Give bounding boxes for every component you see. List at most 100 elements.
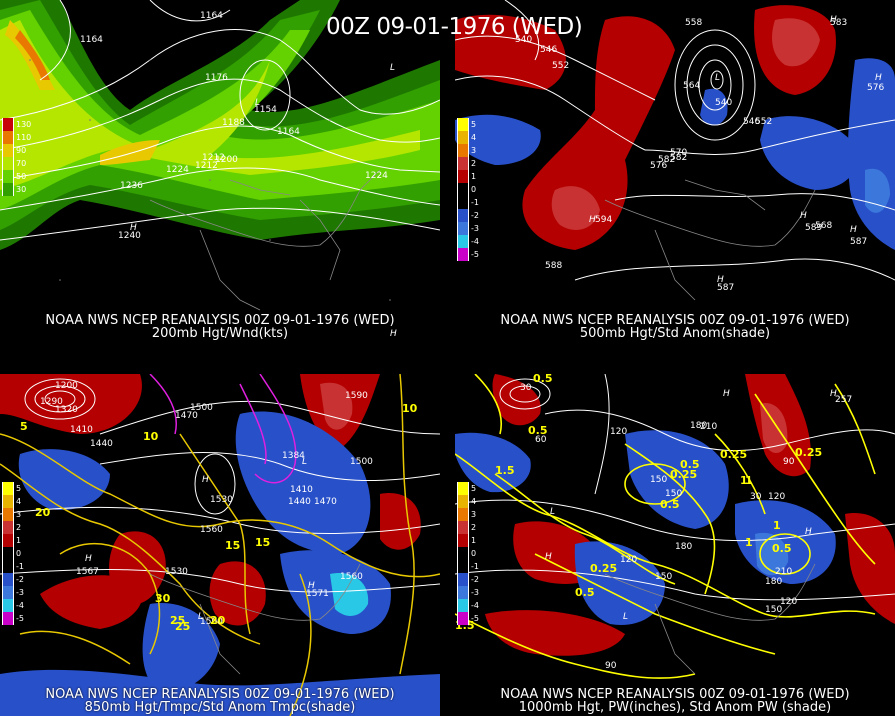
low-marker: L bbox=[302, 457, 307, 467]
legend-std-anom: 5 4 3 2 1 0 -1 -2 -3 -4 -5 bbox=[457, 118, 479, 261]
contour-label: 1176 bbox=[205, 73, 228, 83]
contour-label: 150 bbox=[665, 489, 682, 499]
pw-labels: 0.51.50.510.250.50.25 10.50.250.51 0.50.25… bbox=[455, 374, 822, 632]
legend-std-anom: 5 4 3 2 1 0 -1 -2 -3 -4 -5 bbox=[457, 482, 479, 625]
legend-swatch bbox=[2, 573, 14, 586]
contour-label: 576 bbox=[867, 83, 884, 93]
legend-label: -3 bbox=[471, 588, 479, 597]
contour-label: 588 bbox=[545, 261, 562, 271]
legend-swatch bbox=[2, 482, 14, 495]
legend-swatch bbox=[2, 170, 14, 183]
legend-swatch bbox=[2, 599, 14, 612]
contour-label: 180 bbox=[675, 542, 692, 552]
panel-caption-field: 200mb Hgt/Wnd(kts) bbox=[151, 326, 289, 341]
legend-swatch bbox=[457, 144, 469, 157]
legend-swatch bbox=[2, 118, 14, 131]
legend-label: 2 bbox=[471, 523, 477, 532]
contour-label: 1 bbox=[745, 536, 753, 549]
legend-swatch bbox=[457, 586, 469, 599]
panel-500mb: 540 546 552 558 564 570 576 582 588 594 540 546 552 5… bbox=[455, 0, 895, 342]
contour-label: 1410 bbox=[70, 425, 93, 435]
legend-swatch bbox=[457, 222, 469, 235]
legend-swatch bbox=[457, 560, 469, 573]
legend-swatch bbox=[457, 573, 469, 586]
panel-200mb: 1164 1164 1176 1188 1200 1212 1224 1236 1164 1224… bbox=[0, 0, 440, 342]
legend-label: -1 bbox=[16, 562, 24, 571]
contour-label: 0.25 bbox=[590, 562, 617, 575]
contour-label: 1236 bbox=[120, 181, 143, 191]
contour-label: 15 bbox=[225, 539, 240, 552]
main-title: 00Z 09-01-1976 (WED) bbox=[326, 14, 583, 40]
contour-label: 570 bbox=[670, 148, 687, 158]
contour-label: 1500 bbox=[190, 403, 213, 413]
legend-swatch bbox=[457, 235, 469, 248]
legend-wind: 130 110 90 70 50 30 bbox=[2, 118, 31, 196]
contour-label: 120 bbox=[780, 597, 797, 607]
low-marker: L bbox=[390, 63, 395, 73]
contour-label: 1200 bbox=[55, 381, 78, 391]
legend-label: -3 bbox=[471, 224, 479, 233]
legend-swatch bbox=[457, 534, 469, 547]
contour-label: 90 bbox=[605, 661, 617, 671]
contour-label: 1440 bbox=[288, 497, 311, 507]
legend-swatch bbox=[457, 508, 469, 521]
contour-label: 0.25 bbox=[720, 448, 747, 461]
legend-swatch bbox=[457, 495, 469, 508]
contour-label: 587 bbox=[717, 283, 734, 293]
contour-label: 1224 bbox=[166, 165, 189, 175]
contour-label: 120 bbox=[768, 492, 785, 502]
high-marker: H bbox=[717, 275, 724, 285]
legend-swatch bbox=[457, 183, 469, 196]
legend-swatch bbox=[457, 521, 469, 534]
contour-label: 1384 bbox=[282, 451, 305, 461]
contour-label: 20 bbox=[210, 614, 226, 627]
legend-label: -2 bbox=[471, 575, 479, 584]
contour-label: 1410 bbox=[290, 485, 313, 495]
contour-label: 5 bbox=[20, 420, 28, 433]
legend-label: -4 bbox=[16, 601, 24, 610]
legend-label: 0 bbox=[471, 185, 477, 194]
contour-label: 1500 bbox=[200, 617, 223, 627]
contour-label: 0.25 bbox=[795, 446, 822, 459]
high-marker: H bbox=[308, 581, 315, 591]
legend-label: 2 bbox=[16, 523, 22, 532]
legend-label: 5 bbox=[471, 120, 477, 129]
legend-label: 130 bbox=[16, 120, 32, 129]
legend-swatch bbox=[2, 157, 14, 170]
legend-label: 5 bbox=[16, 484, 22, 493]
legend-label: -5 bbox=[16, 614, 24, 623]
legend-label: -5 bbox=[471, 614, 479, 623]
legend-swatch bbox=[457, 547, 469, 560]
panel-caption-source: NOAA NWS NCEP REANALYSIS 00Z 09-01-1976 … bbox=[45, 313, 395, 328]
map-850mb: 1200129013201410144014701500153015601590… bbox=[0, 374, 440, 716]
contour-label: 1440 bbox=[90, 439, 113, 449]
contour-label: 20 bbox=[35, 506, 51, 519]
legend-label: 4 bbox=[16, 497, 22, 506]
low-marker: L bbox=[623, 612, 628, 622]
legend-swatch bbox=[2, 495, 14, 508]
contour-label: 90 bbox=[783, 457, 795, 467]
legend-label: 3 bbox=[471, 146, 477, 155]
low-marker: L bbox=[255, 98, 260, 108]
contour-label: 540 bbox=[715, 98, 732, 108]
panel-1000mb: 3060901201501802102402579012015018021030… bbox=[455, 374, 895, 716]
legend-swatch bbox=[2, 586, 14, 599]
legend-swatch bbox=[457, 482, 469, 495]
contour-label: 1200 bbox=[215, 155, 238, 165]
high-marker: H bbox=[723, 389, 730, 399]
contour-label: 576 bbox=[650, 161, 667, 171]
contour-label: 582 bbox=[658, 155, 675, 165]
contour-label: 1470 bbox=[175, 411, 198, 421]
contour-label: 587 bbox=[850, 237, 867, 247]
legend-label: 1 bbox=[16, 536, 22, 545]
contour-label: 240 bbox=[840, 374, 857, 377]
high-marker: H bbox=[830, 15, 837, 25]
contour-label: 210 bbox=[775, 567, 792, 577]
legend-swatch bbox=[457, 131, 469, 144]
contour-label: 1.5 bbox=[495, 464, 515, 477]
high-marker: H bbox=[85, 554, 92, 564]
high-marker: H bbox=[130, 223, 137, 233]
legend-swatch bbox=[2, 612, 14, 625]
legend-label: 5 bbox=[471, 484, 477, 493]
